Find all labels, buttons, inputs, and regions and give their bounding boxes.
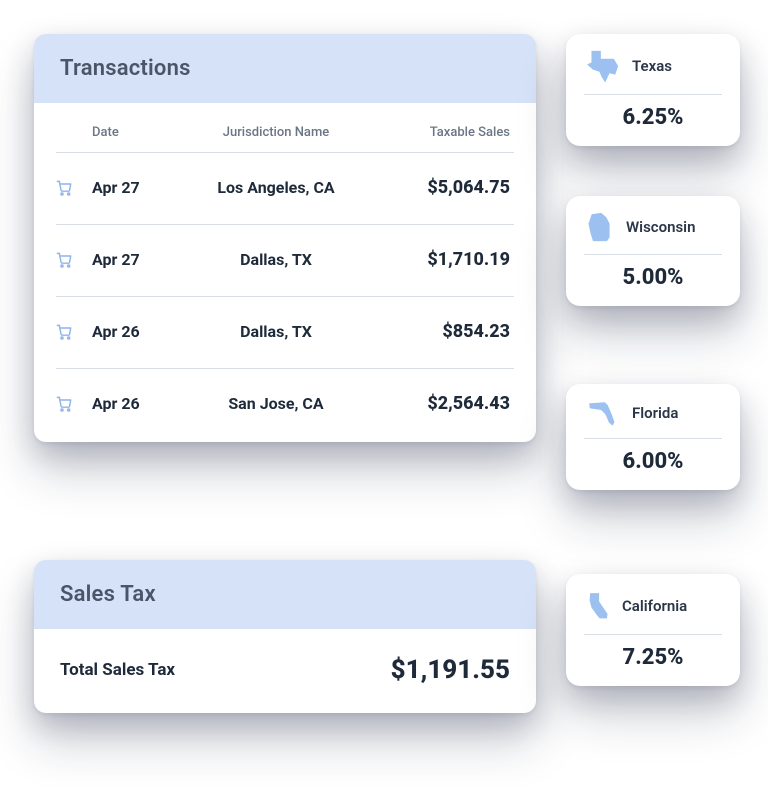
wisconsin-shape-icon bbox=[584, 210, 616, 244]
state-rate: 7.25% bbox=[584, 645, 722, 670]
california-shape-icon bbox=[584, 588, 612, 624]
sales-tax-label: Total Sales Tax bbox=[60, 660, 175, 680]
transaction-jurisdiction: San Jose, CA bbox=[188, 394, 364, 413]
transaction-row[interactable]: Apr 26 San Jose, CA $2,564.43 bbox=[56, 368, 514, 440]
transaction-amount: $1,710.19 bbox=[364, 249, 514, 270]
col-header-sales: Taxable Sales bbox=[364, 125, 514, 140]
state-card-california[interactable]: California 7.25% bbox=[566, 574, 740, 686]
sales-tax-value: $1,191.55 bbox=[391, 655, 510, 685]
divider bbox=[584, 94, 722, 95]
cart-icon bbox=[56, 252, 92, 268]
state-name: Wisconsin bbox=[626, 218, 695, 236]
state-name: Texas bbox=[632, 57, 672, 75]
transactions-card: Transactions Date Jurisdiction Name Taxa… bbox=[34, 34, 536, 442]
transaction-row[interactable]: Apr 27 Dallas, TX $1,710.19 bbox=[56, 224, 514, 296]
sales-tax-header: Sales Tax bbox=[34, 560, 536, 629]
cart-icon bbox=[56, 396, 92, 412]
state-card-texas[interactable]: Texas 6.25% bbox=[566, 34, 740, 146]
state-name: California bbox=[622, 597, 687, 615]
divider bbox=[584, 254, 722, 255]
transactions-body: Date Jurisdiction Name Taxable Sales Apr… bbox=[34, 103, 536, 442]
transaction-jurisdiction: Dallas, TX bbox=[188, 322, 364, 341]
sales-tax-body: Total Sales Tax $1,191.55 bbox=[34, 629, 536, 713]
sales-tax-title: Sales Tax bbox=[60, 582, 510, 607]
transactions-header: Transactions bbox=[34, 34, 536, 103]
state-name: Florida bbox=[632, 404, 678, 422]
florida-shape-icon bbox=[584, 398, 622, 428]
state-rate: 6.00% bbox=[584, 449, 722, 474]
transaction-date: Apr 27 bbox=[92, 250, 188, 269]
transactions-title: Transactions bbox=[60, 56, 510, 81]
cart-icon bbox=[56, 180, 92, 196]
transaction-amount: $5,064.75 bbox=[364, 177, 514, 198]
state-card-wisconsin[interactable]: Wisconsin 5.00% bbox=[566, 196, 740, 306]
state-rate: 6.25% bbox=[584, 105, 722, 130]
col-header-jurisdiction: Jurisdiction Name bbox=[188, 125, 364, 140]
transaction-row[interactable]: Apr 26 Dallas, TX $854.23 bbox=[56, 296, 514, 368]
transaction-date: Apr 26 bbox=[92, 394, 188, 413]
transaction-row[interactable]: Apr 27 Los Angeles, CA $5,064.75 bbox=[56, 152, 514, 224]
transaction-amount: $2,564.43 bbox=[364, 393, 514, 414]
divider bbox=[584, 438, 722, 439]
transaction-amount: $854.23 bbox=[364, 321, 514, 342]
transaction-date: Apr 26 bbox=[92, 322, 188, 341]
divider bbox=[584, 634, 722, 635]
cart-icon bbox=[56, 324, 92, 340]
sales-tax-card: Sales Tax Total Sales Tax $1,191.55 bbox=[34, 560, 536, 713]
state-rate: 5.00% bbox=[584, 265, 722, 290]
transaction-jurisdiction: Dallas, TX bbox=[188, 250, 364, 269]
texas-shape-icon bbox=[584, 48, 622, 84]
transactions-column-headers: Date Jurisdiction Name Taxable Sales bbox=[56, 111, 514, 152]
transaction-jurisdiction: Los Angeles, CA bbox=[188, 178, 364, 197]
transaction-date: Apr 27 bbox=[92, 178, 188, 197]
state-card-florida[interactable]: Florida 6.00% bbox=[566, 384, 740, 490]
col-header-date: Date bbox=[92, 125, 188, 140]
